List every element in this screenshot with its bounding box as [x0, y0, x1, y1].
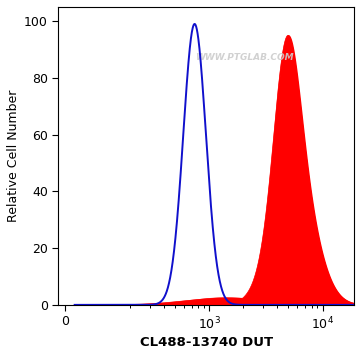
X-axis label: CL488-13740 DUT: CL488-13740 DUT [140, 336, 273, 349]
Y-axis label: Relative Cell Number: Relative Cell Number [7, 90, 20, 222]
Text: WWW.PTGLAB.COM: WWW.PTGLAB.COM [195, 53, 294, 62]
